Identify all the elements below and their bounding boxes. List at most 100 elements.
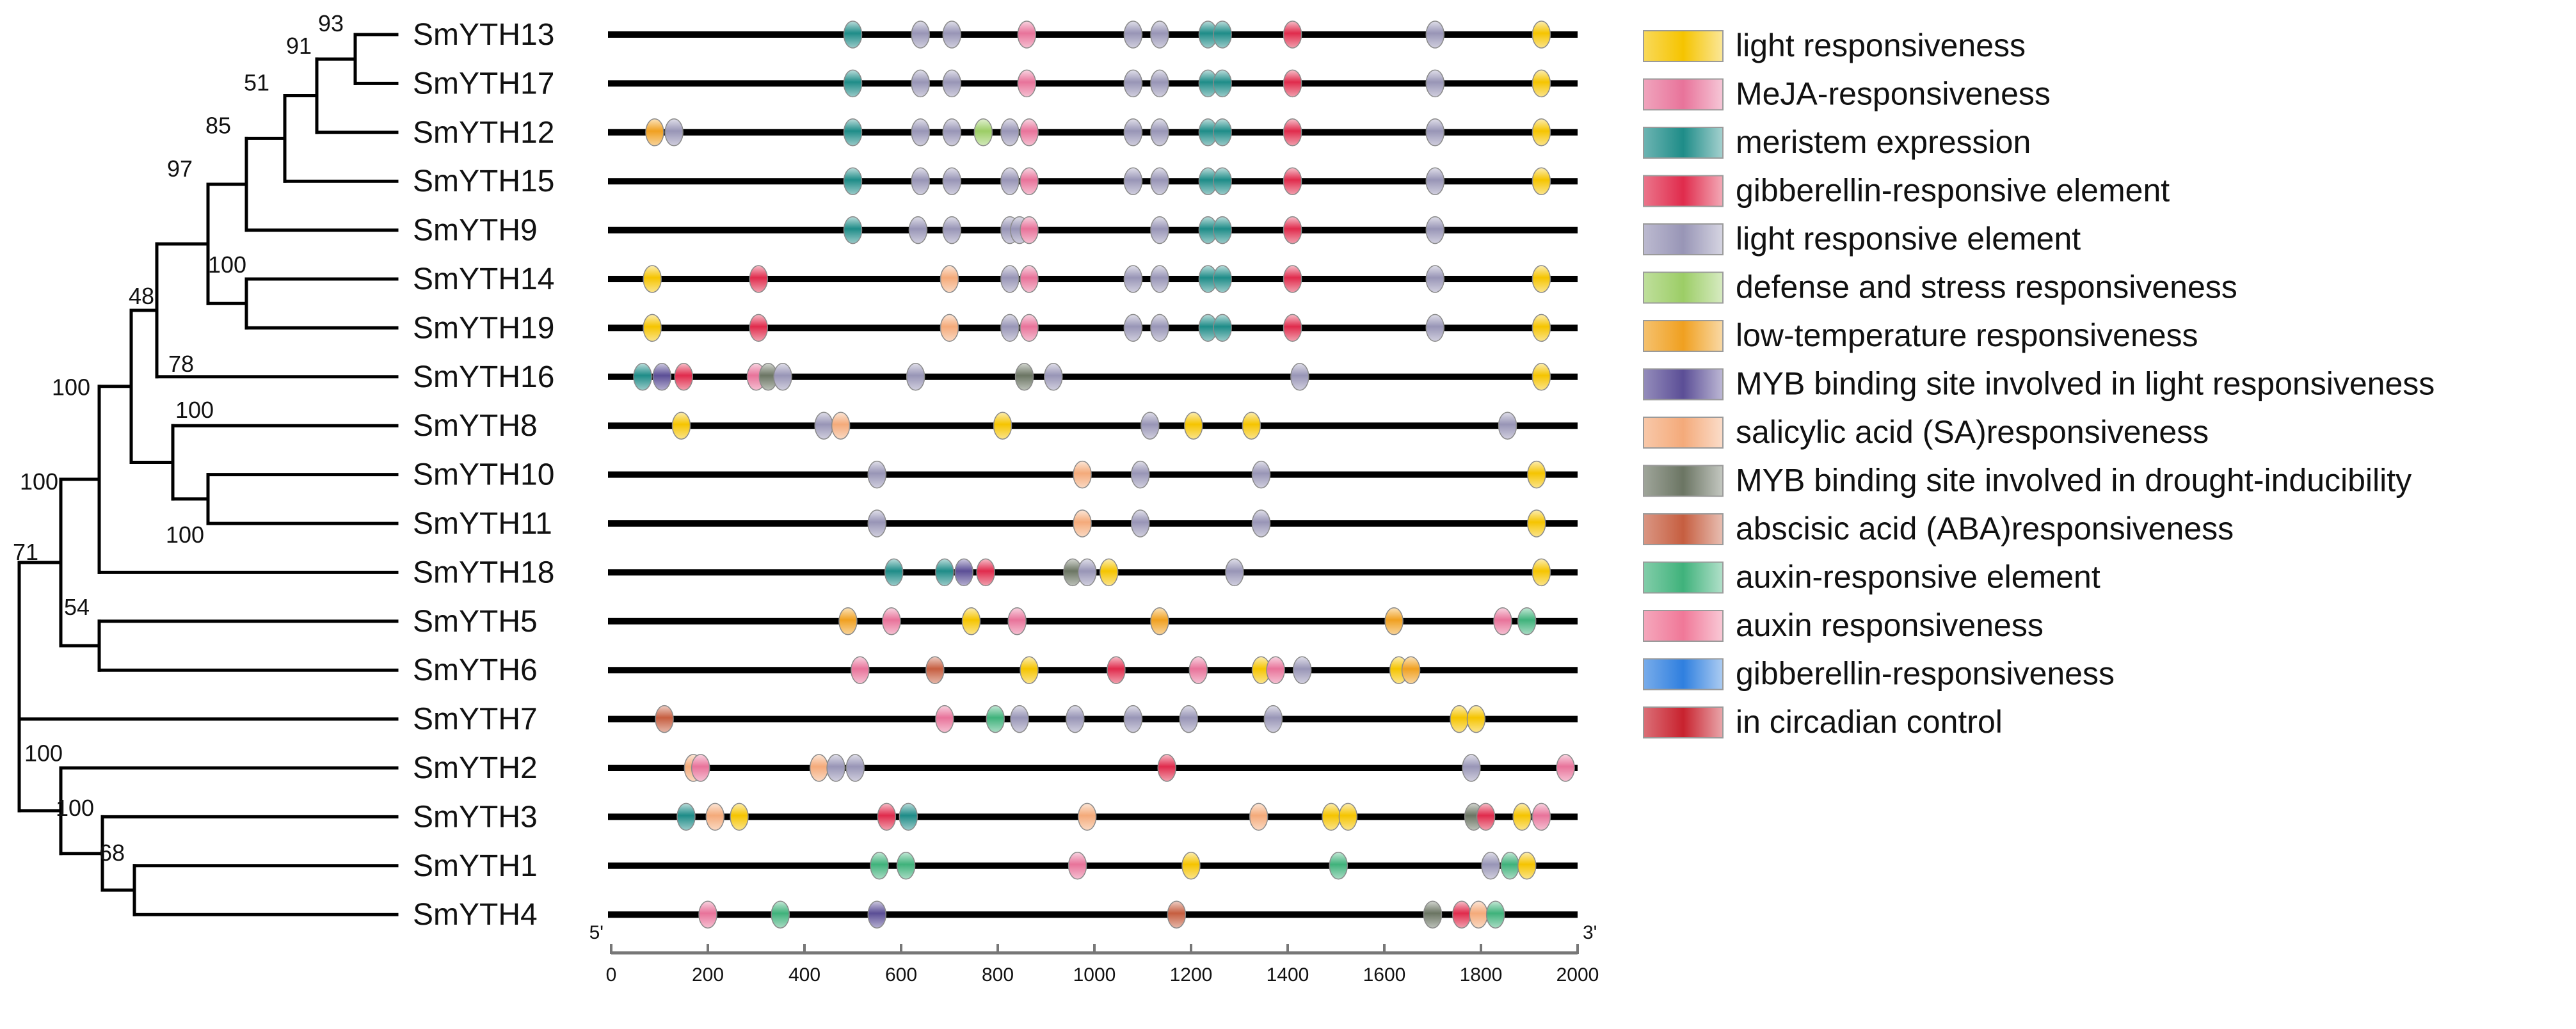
cis-element-light_element (1077, 558, 1097, 587)
cis-element-low_temp (1401, 656, 1421, 684)
cis-element-low_temp (1384, 607, 1404, 635)
cis-element-light (1512, 802, 1532, 831)
cis-element-light_element (1425, 265, 1445, 293)
cis-element-light_element (867, 460, 886, 489)
cis-element-light (961, 607, 981, 635)
cis-element-light_element (1481, 852, 1500, 880)
bootstrap-value: 68 (99, 840, 125, 866)
legend-swatch (1643, 658, 1724, 690)
cis-element-light_element (911, 69, 930, 98)
gene-track (608, 656, 1578, 684)
phylogenetic-tree: 9391518597100487810010010010071541001006… (13, 10, 399, 916)
cis-element-light_element (1066, 705, 1085, 733)
cis-element-light_element (1425, 314, 1445, 342)
cis-element-meristem (843, 69, 863, 98)
cis-element-gibberellin_element (1107, 656, 1126, 684)
cis-element-light_element (911, 20, 930, 49)
cis-element-light_element (1000, 314, 1020, 342)
cis-element-meristem (843, 118, 863, 147)
gene-label: SmYTH6 (413, 653, 538, 687)
cis-element-light (643, 314, 662, 342)
cis-element-salicylic (940, 314, 959, 342)
legend-swatch (1643, 223, 1724, 255)
cis-element-light (1242, 411, 1261, 440)
legend-item-auxin: auxin responsiveness (1643, 607, 2044, 643)
cis-element-abscisic (655, 705, 674, 733)
legend-item-meristem: meristem expression (1643, 124, 2031, 160)
gene-track (608, 607, 1578, 635)
cis-element-low_temp (645, 118, 664, 147)
cis-element-light_element (1292, 656, 1312, 684)
cis-element-light_element (1123, 118, 1143, 147)
cis-element-meristem (633, 363, 652, 391)
cis-element-meja (851, 656, 870, 684)
legend-label: low-temperature responsiveness (1736, 317, 2198, 353)
cis-element-light (1184, 411, 1203, 440)
cis-element-meja (698, 900, 717, 929)
cis-element-abscisic (1167, 900, 1187, 929)
cis-element-light_element (942, 216, 962, 244)
legend-label: light responsiveness (1736, 28, 2026, 63)
cis-element-light_element (1123, 705, 1143, 733)
cis-element-meristem (1213, 69, 1232, 98)
cis-element-light_element (1425, 118, 1445, 147)
cis-element-meja (1532, 802, 1551, 831)
gene-label: SmYTH1 (413, 849, 538, 883)
cis-element-meja (1020, 314, 1039, 342)
legend-label: salicylic acid (SA)responsiveness (1736, 414, 2209, 450)
cis-element-low_temp (1150, 607, 1169, 635)
cis-element-light_element (908, 216, 928, 244)
bootstrap-value: 54 (64, 594, 90, 620)
cis-element-gibberellin_element (674, 363, 693, 391)
cis-element-myb_light (652, 363, 672, 391)
cis-element-light (1532, 167, 1551, 195)
cis-element-meja (1556, 754, 1575, 782)
cis-element-light_element (1263, 705, 1283, 733)
cis-element-light (1020, 656, 1039, 684)
cis-element-gibberellin_element (1283, 20, 1302, 49)
gene-track (608, 118, 1578, 147)
cis-element-myb_light (867, 900, 886, 929)
cis-element-defense (973, 118, 993, 147)
cis-element-gibberellin_element (749, 314, 769, 342)
bootstrap-value: 97 (167, 156, 193, 182)
gene-label: SmYTH10 (413, 458, 554, 492)
axis-tick-label: 1800 (1460, 964, 1503, 985)
cis-element-light_element (1290, 363, 1309, 391)
legend-swatch (1643, 513, 1724, 545)
gene-label: SmYTH14 (413, 262, 554, 296)
bootstrap-value: 48 (129, 283, 154, 309)
cis-element-meja (1188, 656, 1208, 684)
cis-element-light_element (1150, 314, 1169, 342)
cis-element-light_element (1425, 20, 1445, 49)
cis-element-gibberellin_element (1283, 167, 1302, 195)
axis-tick-label: 1600 (1363, 964, 1406, 985)
cis-element-meristem (843, 216, 863, 244)
cis-element-meristem (1213, 314, 1232, 342)
cis-element-myb_drought (1014, 363, 1034, 391)
gene-label: SmYTH17 (413, 67, 554, 100)
cis-element-gibberellin_element (1476, 802, 1496, 831)
cis-element-salicylic (831, 411, 851, 440)
cis-element-light_element (1179, 705, 1198, 733)
axis-tick-label: 0 (606, 964, 617, 985)
cis-element-auxin_element (1500, 852, 1520, 880)
cis-element-gibberellin_element (1283, 314, 1302, 342)
cis-element-light (1181, 852, 1201, 880)
cis-element-light_element (1498, 411, 1517, 440)
cis-element-light_element (906, 363, 925, 391)
cis-element-meristem (899, 802, 918, 831)
position-axis: 0 200 400 600 800 1000 1200 1400 1600 1800 2000 5' 3… (589, 922, 1599, 985)
cis-element-light_element (1000, 167, 1020, 195)
gene-labels: SmYTH13 SmYTH17 SmYTH12 SmYTH15 SmYTH9 SmYTH1… (413, 18, 554, 932)
cis-element-meristem (1213, 118, 1232, 147)
gene-track (608, 363, 1578, 391)
cis-element-meja (1020, 118, 1039, 147)
cis-element-meja (1068, 852, 1087, 880)
cis-element-light_element (664, 118, 684, 147)
gene-track (608, 265, 1578, 293)
legend-label: gibberellin-responsive element (1736, 173, 2170, 209)
cis-element-meristem (935, 558, 954, 587)
three-prime-label: 3' (1583, 922, 1597, 943)
cis-element-light_element (1123, 167, 1143, 195)
